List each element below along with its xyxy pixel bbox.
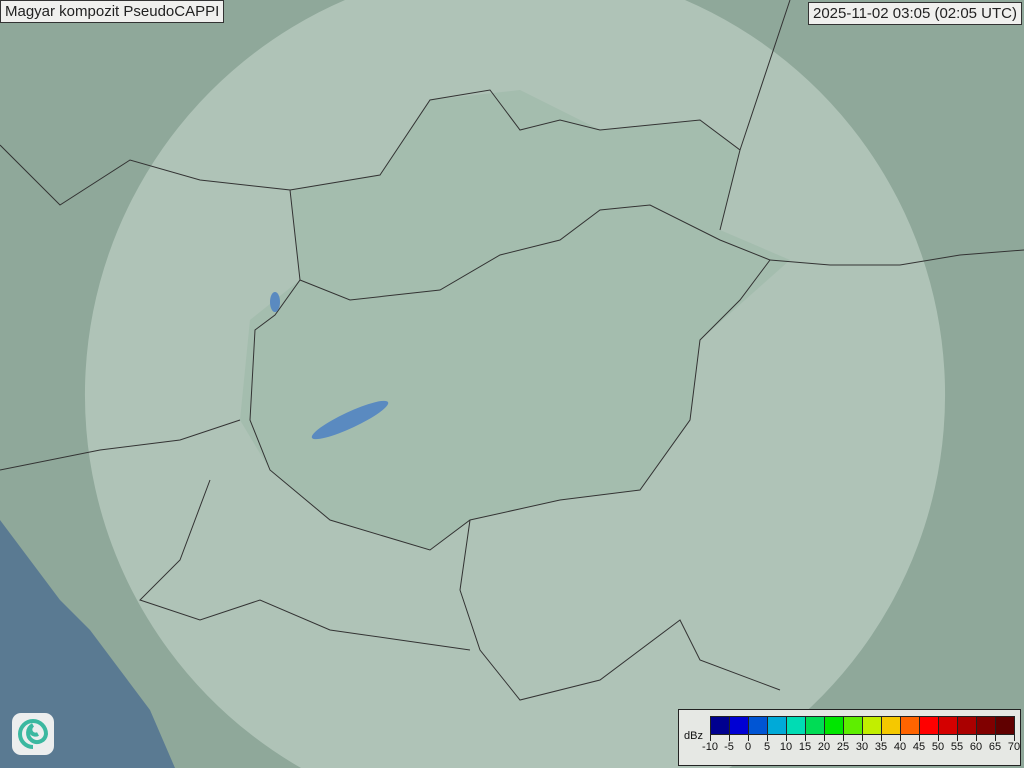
legend-swatch (824, 716, 844, 735)
legend-tick-label: 15 (798, 741, 812, 753)
legend-swatch (729, 716, 749, 735)
legend-tick (900, 735, 901, 741)
legend-swatch (919, 716, 939, 735)
legend-tick-label: 70 (1007, 741, 1021, 753)
swirl-logo-icon (12, 713, 54, 755)
legend-tick-label: 10 (779, 741, 793, 753)
legend-tick (767, 735, 768, 741)
legend-tick (710, 735, 711, 741)
legend-tick (862, 735, 863, 741)
legend-swatch (748, 716, 768, 735)
legend-tick (729, 735, 730, 741)
legend-tick-label: 45 (912, 741, 926, 753)
legend-tick-label: -10 (702, 741, 718, 753)
legend-tick (843, 735, 844, 741)
legend-tick (881, 735, 882, 741)
legend-tick (976, 735, 977, 741)
dbz-color-legend: dBz -10 -5 0 5 10 15 20 25 30 35 40 45 50 55 60 65 70 (678, 709, 1021, 766)
legend-swatch (805, 716, 825, 735)
legend-tick-label: 35 (874, 741, 888, 753)
legend-swatch (881, 716, 901, 735)
lake-balaton (311, 400, 389, 440)
legend-swatch (767, 716, 787, 735)
product-title: Magyar kompozit PseudoCAPPI (0, 0, 225, 23)
legend-unit: dBz (684, 730, 703, 742)
legend-tick-label: 30 (855, 741, 869, 753)
legend-swatch (995, 716, 1015, 735)
legend-swatch (862, 716, 882, 735)
legend-tick (938, 735, 939, 741)
legend-tick-label: 60 (969, 741, 983, 753)
legend-tick (919, 735, 920, 741)
legend-tick-label: 5 (763, 741, 771, 753)
legend-swatch (900, 716, 920, 735)
legend-tick-label: -5 (724, 741, 734, 753)
hungary-region (240, 90, 790, 550)
adriatic-sea (0, 520, 175, 768)
legend-tick-label: 55 (950, 741, 964, 753)
legend-tick-label: 0 (744, 741, 752, 753)
legend-tick-label: 50 (931, 741, 945, 753)
legend-tick-label: 25 (836, 741, 850, 753)
country-borders (0, 0, 1024, 701)
legend-swatch (843, 716, 863, 735)
legend-tick-label: 20 (817, 741, 831, 753)
lake-neusiedl (270, 292, 280, 312)
legend-swatch (938, 716, 958, 735)
legend-tick (748, 735, 749, 741)
legend-tick (824, 735, 825, 741)
legend-swatch (710, 716, 730, 735)
legend-tick (805, 735, 806, 741)
legend-tick (1014, 735, 1015, 741)
legend-tick (957, 735, 958, 741)
legend-tick (995, 735, 996, 741)
legend-swatch (957, 716, 977, 735)
legend-tick-label: 40 (893, 741, 907, 753)
legend-swatch (976, 716, 996, 735)
legend-tick-label: 65 (988, 741, 1002, 753)
legend-swatch (786, 716, 806, 735)
timestamp: 2025-11-02 03:05 (02:05 UTC) (807, 2, 1022, 25)
legend-tick (786, 735, 787, 741)
